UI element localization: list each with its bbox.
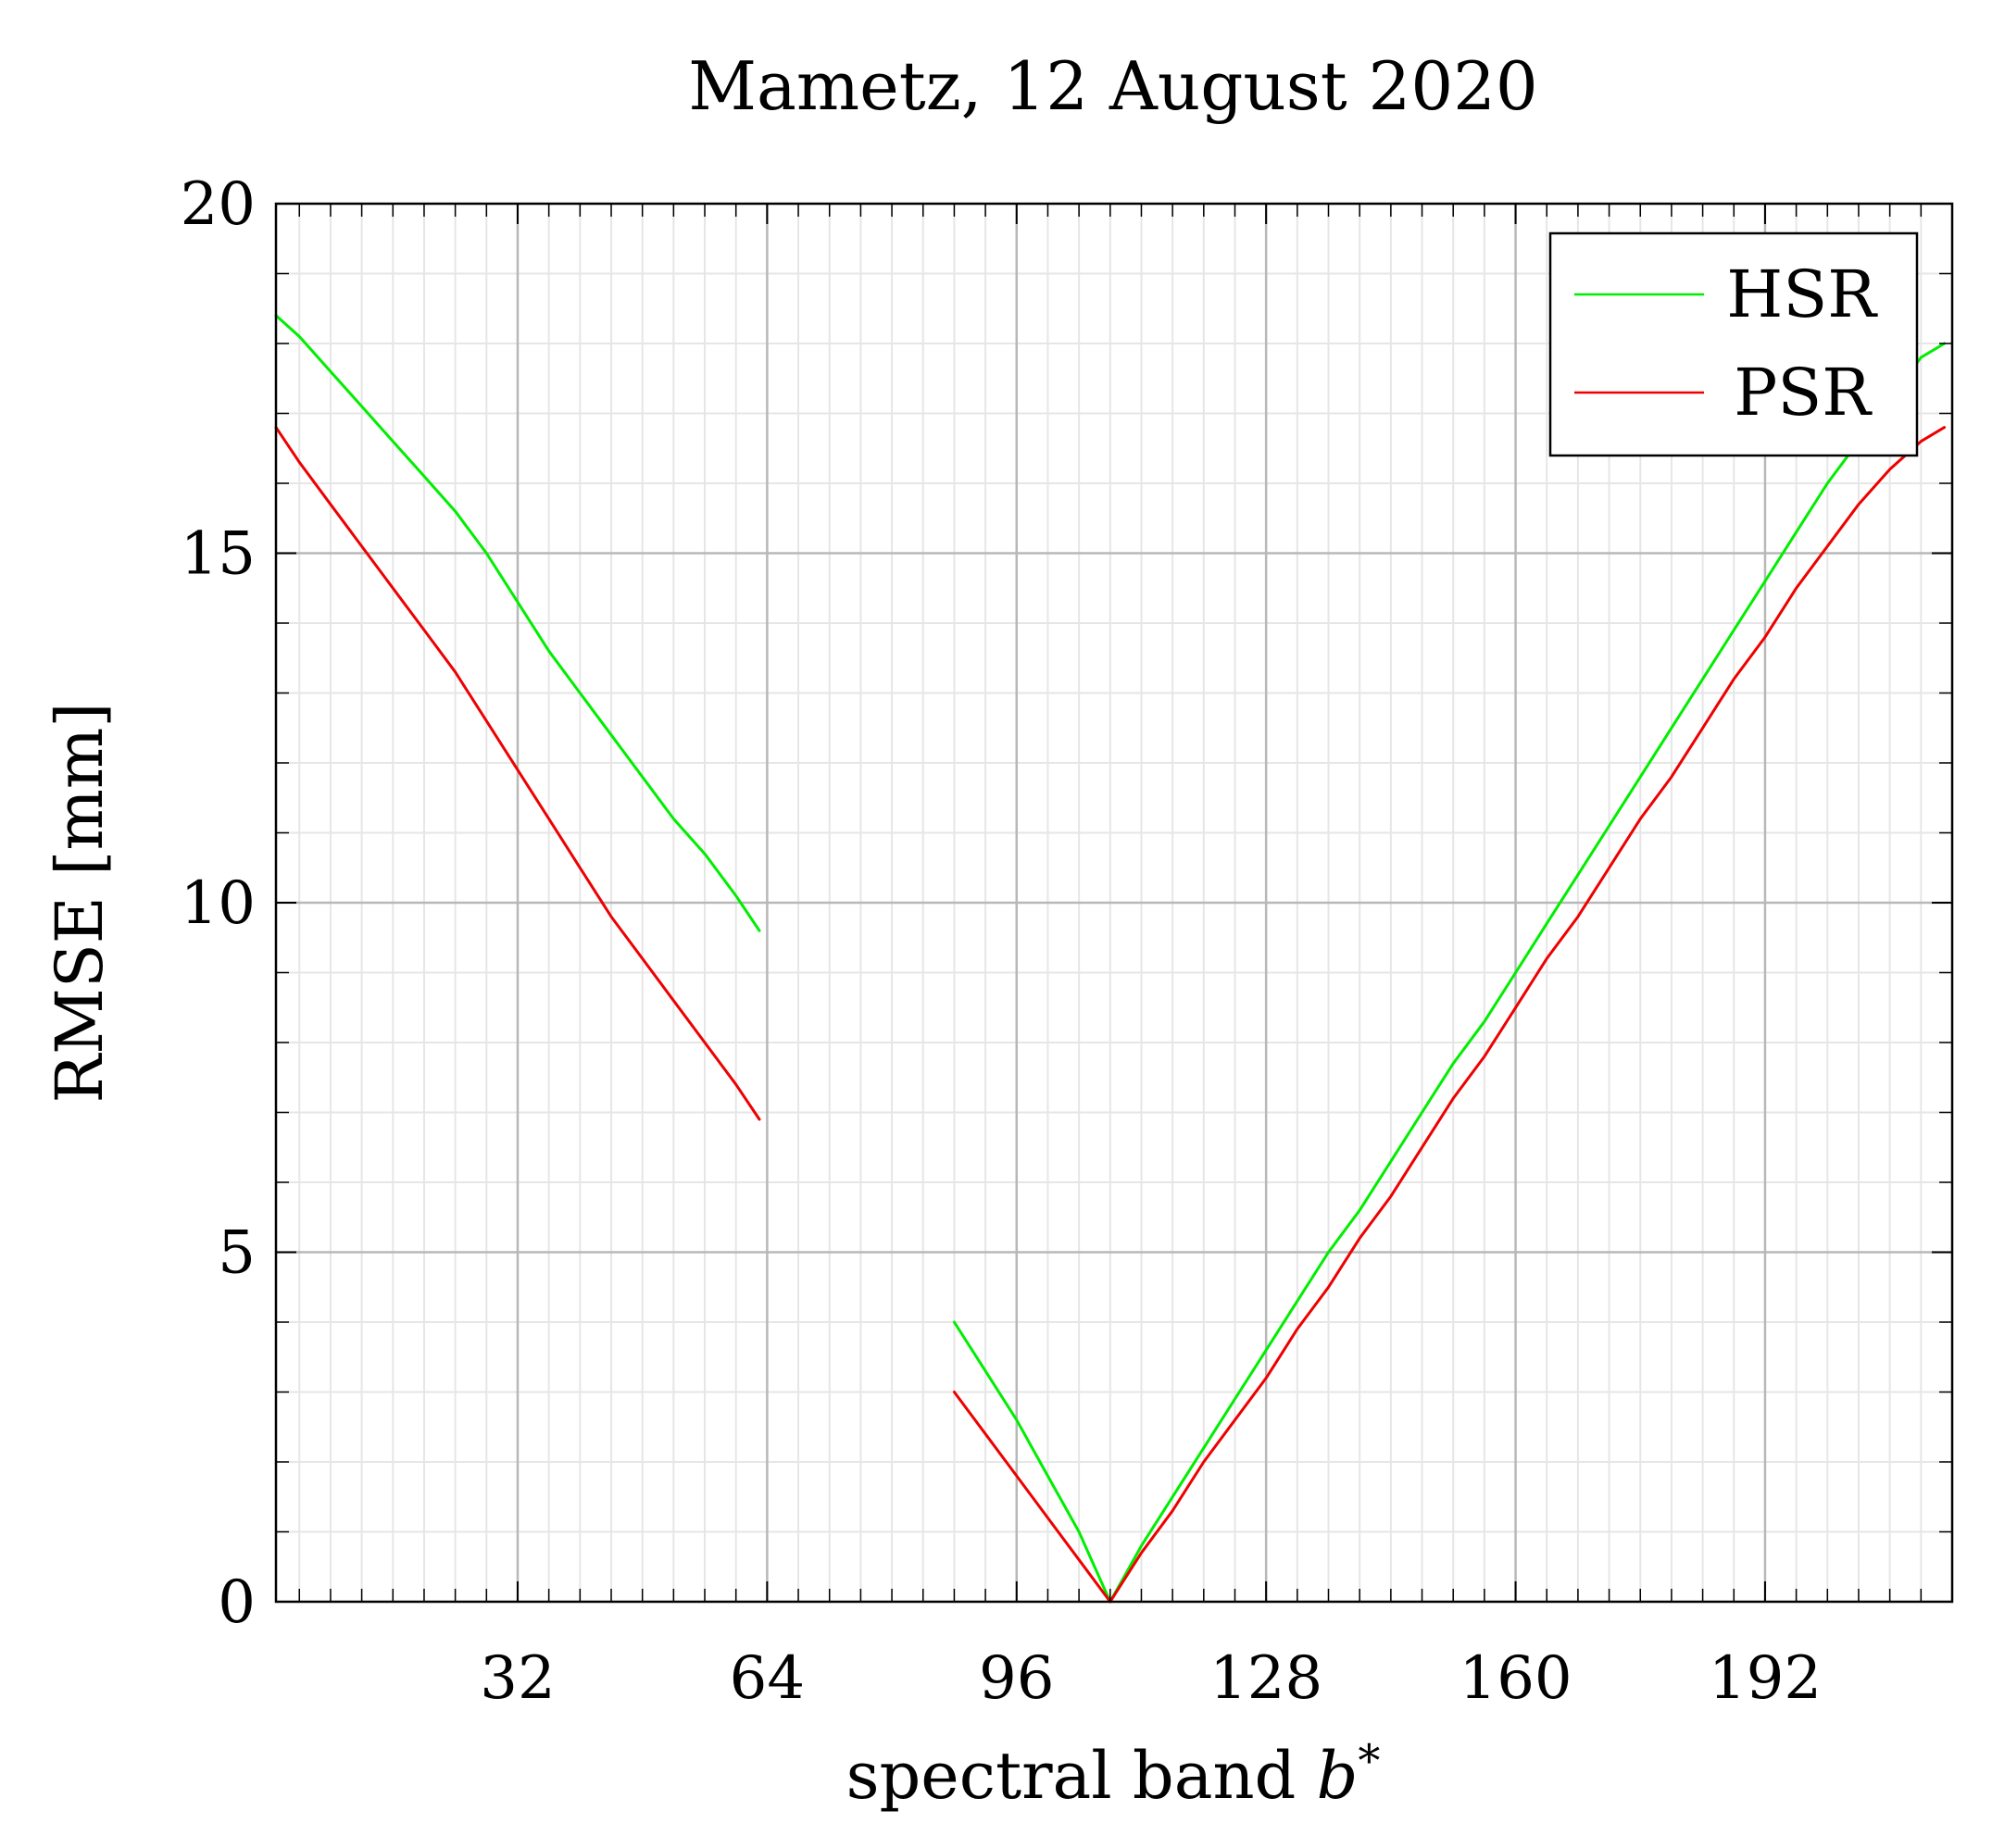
legend-label-hsr: HSR bbox=[1726, 256, 1878, 332]
y-axis-label: RMSE [mm] bbox=[42, 702, 118, 1103]
y-tick-labels: 0 5 10 15 20 bbox=[181, 170, 256, 1637]
x-axis-label-superscript: * bbox=[1358, 1735, 1380, 1787]
x-tick-label: 32 bbox=[480, 1644, 555, 1713]
legend-label-psr: PSR bbox=[1734, 355, 1873, 431]
y-tick-label: 5 bbox=[218, 1219, 256, 1288]
x-tick-label: 64 bbox=[730, 1644, 805, 1713]
series-line-hsr-segment-1 bbox=[274, 314, 761, 932]
x-axis-label-main: spectral band bbox=[846, 1738, 1317, 1814]
legend: HSR PSR bbox=[1548, 231, 1919, 457]
y-tick-label: 20 bbox=[181, 170, 256, 239]
x-tick-labels: 32 64 96 128 160 192 bbox=[480, 1644, 1822, 1713]
x-tick-label: 160 bbox=[1459, 1644, 1572, 1713]
x-tick-label: 96 bbox=[979, 1644, 1054, 1713]
x-tick-label: 128 bbox=[1209, 1644, 1322, 1713]
series-layer bbox=[274, 314, 1947, 1604]
y-tick-label: 15 bbox=[181, 520, 256, 589]
x-tick-label: 192 bbox=[1709, 1644, 1822, 1713]
chart-title: Mametz, 12 August 2020 bbox=[688, 47, 1538, 125]
legend-box bbox=[1548, 231, 1919, 457]
y-tick-label: 10 bbox=[181, 869, 256, 938]
series-line-psr-segment-1 bbox=[274, 426, 761, 1121]
plot-area-frame bbox=[274, 202, 1954, 1604]
y-tick-label: 0 bbox=[218, 1568, 256, 1637]
x-axis-label: spectral band b* bbox=[846, 1735, 1381, 1814]
x-axis-label-variable: b bbox=[1317, 1738, 1359, 1814]
series-line-psr-segment-2 bbox=[952, 426, 1947, 1604]
